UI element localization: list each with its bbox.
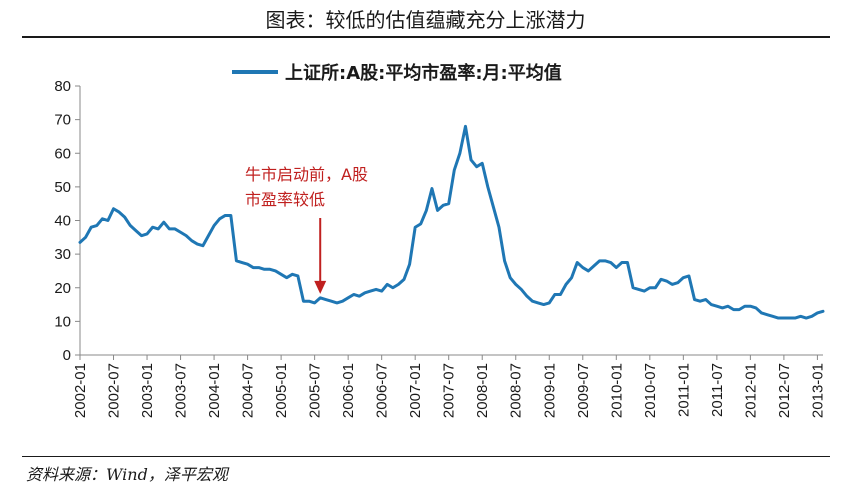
x-tick-label: 2002-07 bbox=[106, 363, 123, 418]
x-tick-label: 2003-07 bbox=[173, 363, 190, 418]
annotation-text: 市盈率较低 bbox=[245, 190, 325, 209]
x-tick-label: 2002-01 bbox=[72, 363, 89, 418]
x-tick-label: 2005-07 bbox=[307, 363, 324, 418]
figure-title: 图表：较低的估值蕴藏充分上涨潜力 bbox=[265, 8, 586, 32]
x-tick-label: 2009-07 bbox=[575, 363, 592, 418]
y-tick-label: 60 bbox=[54, 145, 71, 162]
x-tick-labels: 2002-01 2002-07 2003-01 2003-07 2004-01 2004-… bbox=[72, 355, 826, 418]
x-tick-label: 2005-01 bbox=[273, 363, 290, 418]
x-tick-label: 2003-01 bbox=[139, 363, 156, 418]
source-rule bbox=[22, 456, 830, 457]
legend-label: 上证所:A股:平均市盈率:月:平均值 bbox=[285, 62, 562, 84]
y-tick-label: 30 bbox=[54, 246, 71, 263]
x-tick-label: 2012-07 bbox=[776, 363, 793, 418]
x-tick-label: 2013-01 bbox=[809, 363, 826, 418]
series-layer bbox=[78, 124, 825, 320]
x-tick-label: 2008-07 bbox=[508, 363, 525, 418]
y-tick-label: 50 bbox=[54, 179, 71, 196]
annotation-arrow-head bbox=[314, 280, 327, 294]
series-line bbox=[78, 124, 825, 320]
x-tick-label: 2004-07 bbox=[240, 363, 257, 418]
x-tick-label: 2009-01 bbox=[541, 363, 558, 418]
x-tick-label: 2006-07 bbox=[374, 363, 391, 418]
y-tick-label: 80 bbox=[54, 78, 71, 95]
y-tick-label: 10 bbox=[54, 313, 71, 330]
y-tick-label: 40 bbox=[54, 213, 71, 230]
y-tick-label: 0 bbox=[63, 347, 71, 364]
y-tick-label: 20 bbox=[54, 280, 71, 297]
x-tick-label: 2007-01 bbox=[407, 363, 424, 418]
chart-axes bbox=[79, 86, 823, 356]
title-rule bbox=[22, 36, 830, 38]
y-tick-label: 70 bbox=[54, 112, 71, 129]
y-tick-labels: 0 10 20 30 40 50 60 70 80 bbox=[54, 78, 80, 364]
legend: 上证所:A股:平均市盈率:月:平均值 bbox=[232, 62, 562, 84]
x-tick-label: 2012-01 bbox=[742, 363, 759, 418]
x-tick-label: 2010-07 bbox=[642, 363, 659, 418]
source-note: 资料来源：Wind，泽平宏观 bbox=[26, 465, 228, 484]
annotation-text: 牛市启动前，A股 bbox=[245, 165, 368, 184]
x-tick-label: 2011-07 bbox=[709, 363, 726, 417]
x-tick-label: 2010-01 bbox=[608, 363, 625, 418]
x-tick-label: 2006-01 bbox=[340, 363, 357, 418]
x-tick-label: 2011-01 bbox=[675, 363, 692, 417]
x-tick-label: 2007-07 bbox=[441, 363, 458, 418]
x-tick-label: 2004-01 bbox=[206, 363, 223, 418]
x-tick-label: 2008-01 bbox=[474, 363, 491, 418]
